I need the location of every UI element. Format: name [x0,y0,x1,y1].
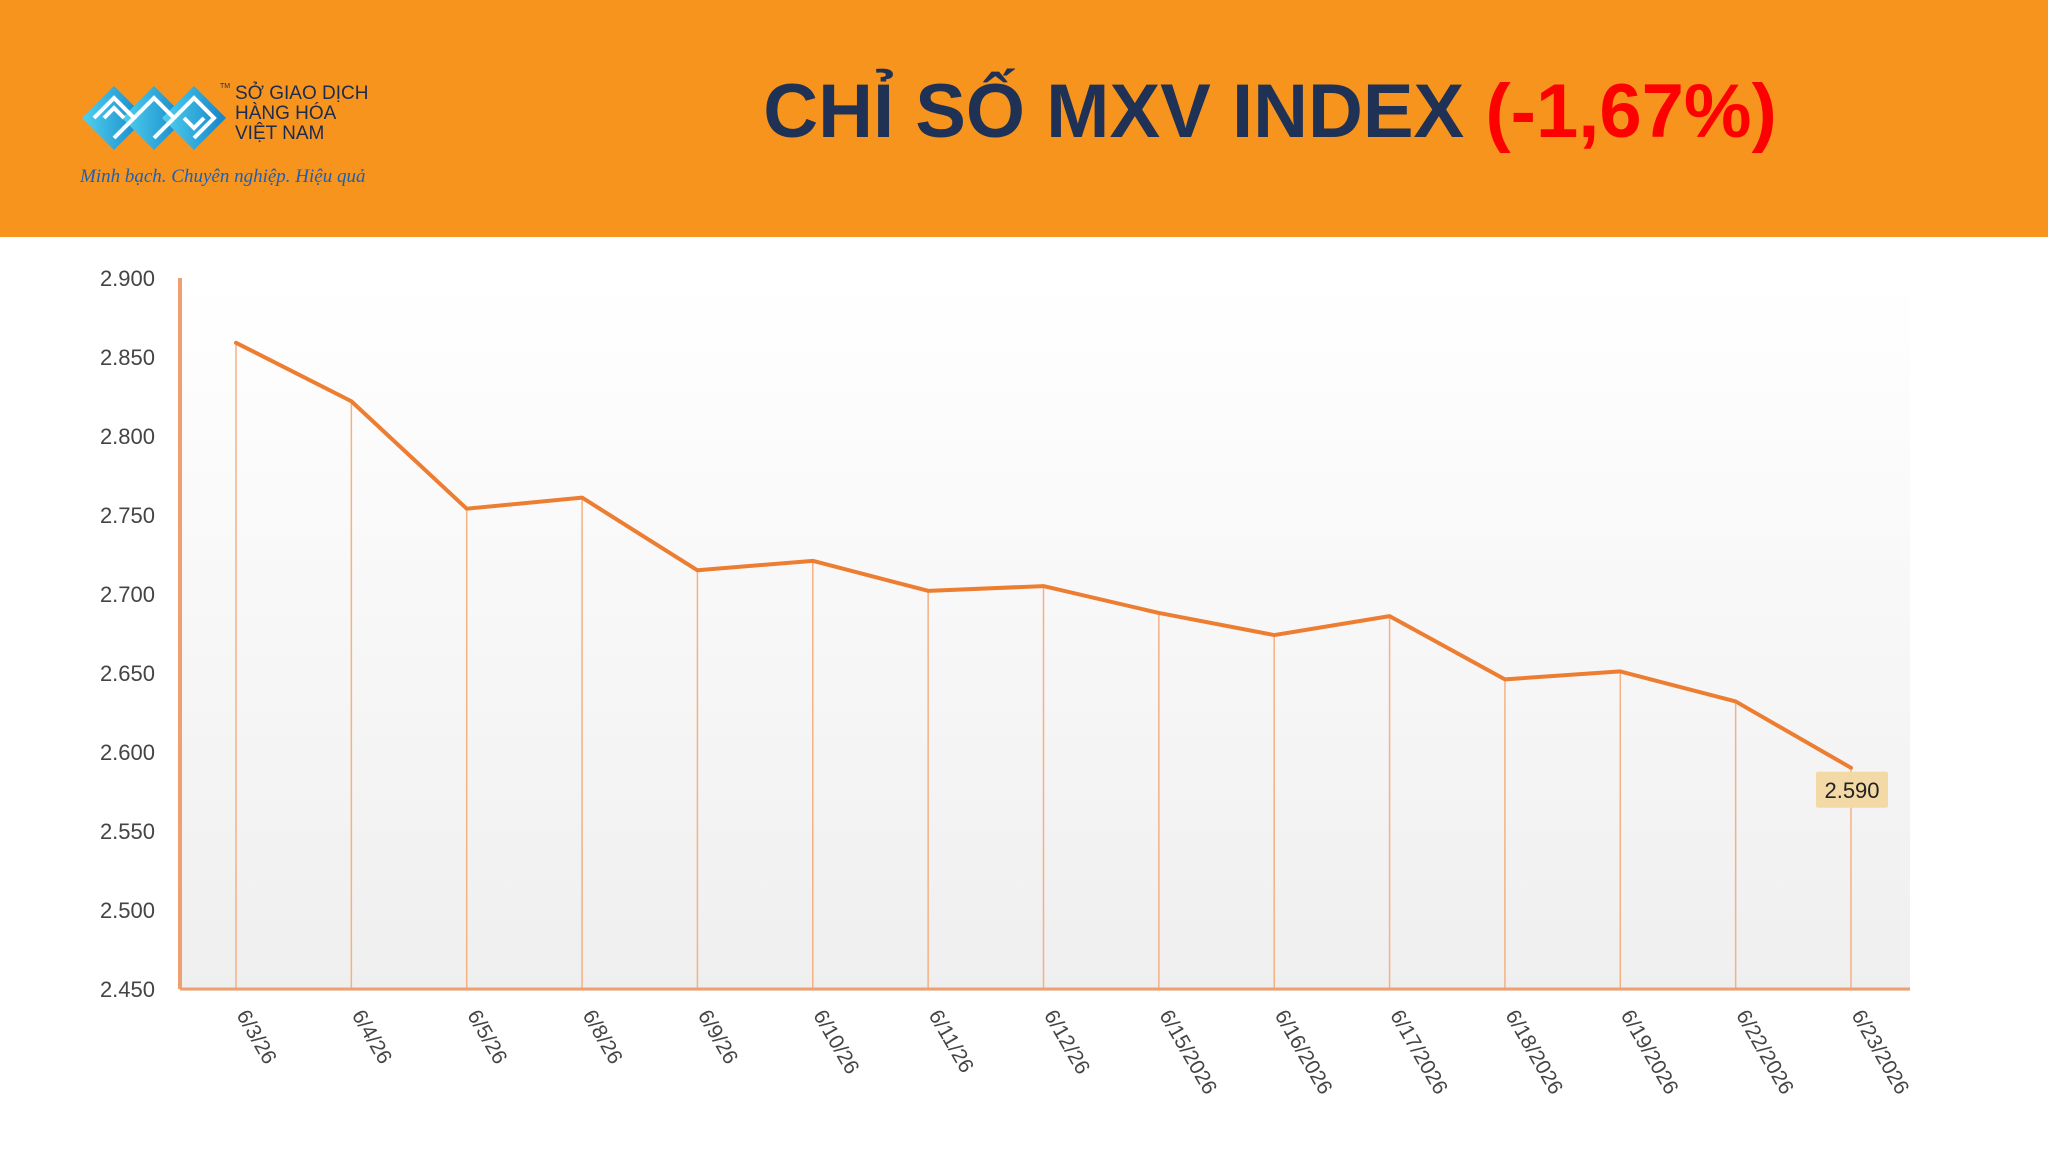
x-tick-label: 6/12/26 [1039,1006,1094,1078]
x-tick-label: 6/8/26 [578,1006,627,1068]
logo-name-line: SỞ GIAO DỊCH [235,83,369,104]
logo-name-line: HÀNG HÓA [235,103,337,124]
page-title: CHỈ SỐ MXV INDEX (-1,67%) [600,62,1940,162]
x-tick-label: 6/10/26 [808,1006,863,1078]
x-tick-label: 6/3/26 [232,1006,281,1068]
y-tick-label: 2.750 [100,503,155,528]
y-tick-label: 2.700 [100,582,155,607]
x-tick-label: 6/5/26 [462,1006,511,1068]
y-tick-label: 2.900 [100,266,155,291]
y-tick-label: 2.500 [100,898,155,923]
svg-text:TM: TM [220,83,230,90]
y-tick-label: 2.550 [100,819,155,844]
x-tick-label: 6/17/2026 [1385,1006,1452,1098]
logo-company-name: SỞ GIAO DỊCH HÀNG HÓA VIỆT NAM [235,84,405,144]
mxv-logo-icon: TM [82,83,230,150]
logo-name-line: VIỆT NAM [235,123,325,144]
logo-slogan: Minh bạch. Chuyên nghiệp. Hiệu quả [80,166,366,187]
x-tick-label: 6/19/2026 [1616,1006,1683,1098]
x-tick-label: 6/23/2026 [1847,1006,1914,1098]
x-tick-label: 6/16/2026 [1270,1006,1337,1098]
data-label-box [1816,771,1888,808]
title-main: CHỈ SỐ MXV INDEX [763,69,1465,154]
x-tick-label: 6/4/26 [347,1006,396,1068]
x-tick-label: 6/15/2026 [1155,1006,1222,1098]
y-tick-label: 2.800 [100,424,155,449]
title-change-percent: (-1,67%) [1485,69,1777,154]
x-tick-label: 6/18/2026 [1501,1006,1568,1098]
y-tick-label: 2.650 [100,661,155,686]
x-tick-label: 6/9/26 [693,1006,742,1068]
plot-area [180,278,1910,991]
x-tick-label: 6/11/26 [924,1006,978,1077]
mxv-logo: TM SỞ GIAO DỊCH HÀNG HÓA VIỆT NAM Minh b… [80,78,400,198]
y-tick-label: 2.850 [100,345,155,370]
line-chart: 2.450 2.500 2.550 2.600 2.650 2.700 2.750 2.800… [100,266,1914,1098]
header-banner: TM SỞ GIAO DỊCH HÀNG HÓA VIỆT NAM Minh b… [0,0,2048,237]
series-line [234,340,1853,770]
y-tick-label: 2.450 [100,977,155,1002]
data-label: 2.590 [1824,778,1879,803]
y-tick-label: 2.600 [100,740,155,765]
x-tick-label: 6/22/2026 [1731,1006,1798,1098]
